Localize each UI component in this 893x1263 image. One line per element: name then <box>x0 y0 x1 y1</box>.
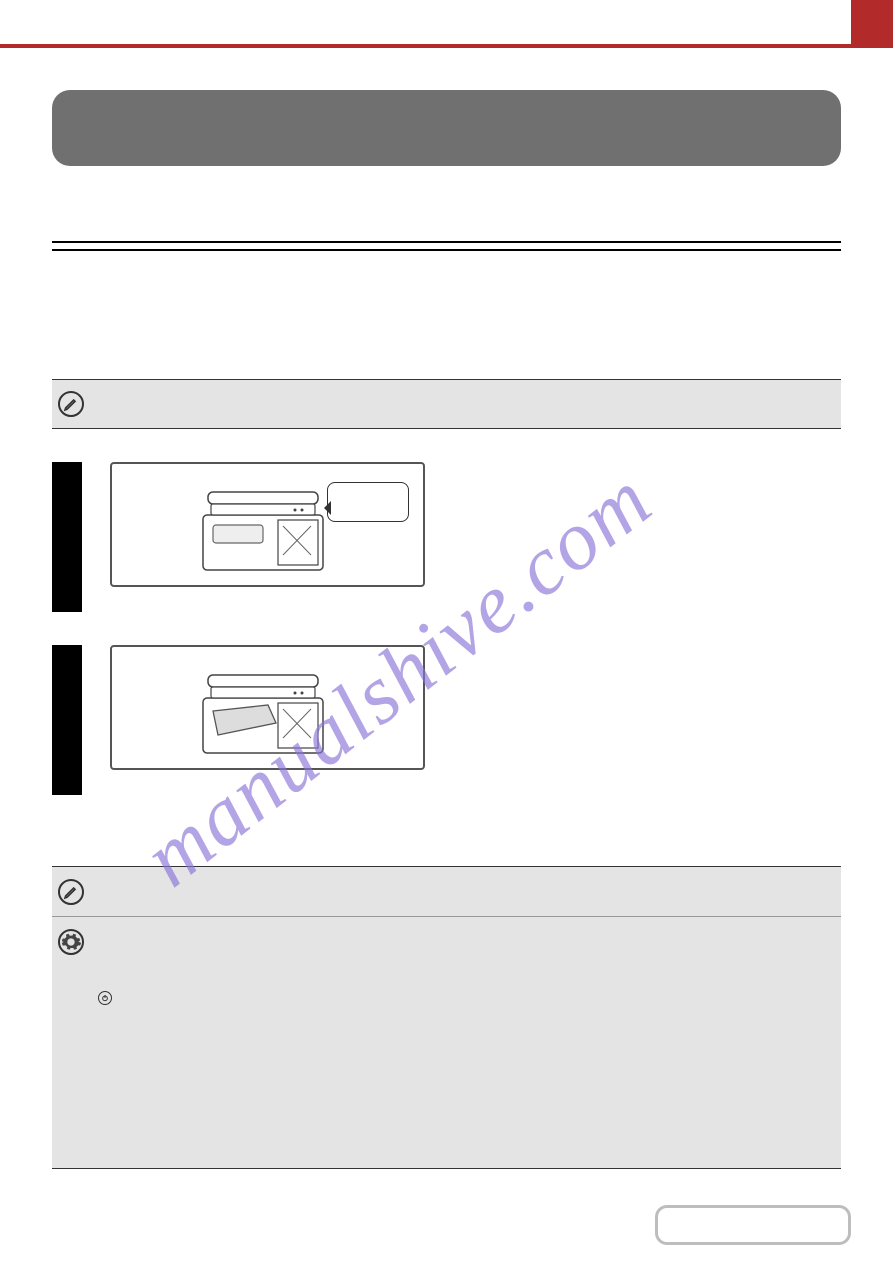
header-accent-block <box>851 0 893 44</box>
settings-block <box>52 866 841 1169</box>
settings-row <box>52 917 841 1169</box>
printer-tray-open-icon <box>178 653 358 763</box>
step-2-illustration <box>110 645 425 770</box>
speech-bubble <box>327 482 409 522</box>
page-content <box>52 90 841 1169</box>
gear-icon <box>58 929 84 955</box>
note-row <box>52 867 841 917</box>
step-1 <box>52 462 841 612</box>
step-number-badge <box>52 462 82 612</box>
pencil-icon <box>58 879 84 905</box>
page-number-box <box>655 1205 851 1245</box>
subsection-rule <box>52 241 841 251</box>
pencil-icon <box>58 391 84 417</box>
section-heading <box>52 90 841 166</box>
step-2 <box>52 645 841 795</box>
step-1-illustration <box>110 462 425 587</box>
header-accent-rule <box>0 44 893 48</box>
note-block-1 <box>52 379 841 429</box>
step-number-badge <box>52 645 82 795</box>
power-icon <box>98 991 112 1005</box>
